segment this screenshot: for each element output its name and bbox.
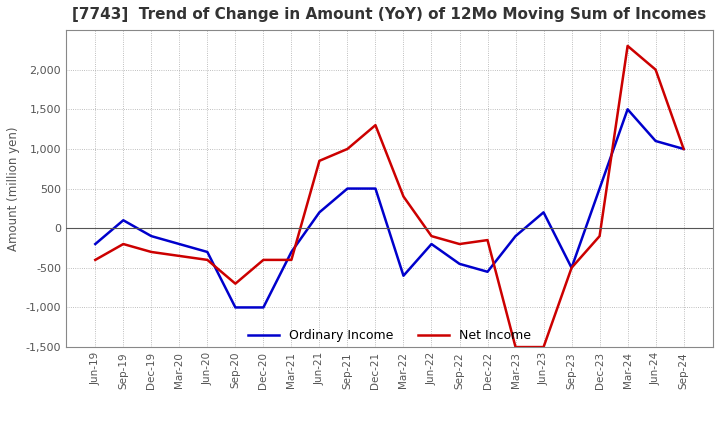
Ordinary Income bbox=[371, 186, 379, 191]
Ordinary Income bbox=[315, 210, 324, 215]
Net Income bbox=[567, 265, 576, 271]
Line: Net Income: Net Income bbox=[95, 46, 683, 347]
Ordinary Income bbox=[539, 210, 548, 215]
Ordinary Income bbox=[287, 249, 296, 255]
Ordinary Income bbox=[343, 186, 352, 191]
Ordinary Income bbox=[595, 186, 604, 191]
Net Income bbox=[399, 194, 408, 199]
Net Income bbox=[175, 253, 184, 259]
Ordinary Income bbox=[259, 305, 268, 310]
Net Income bbox=[371, 122, 379, 128]
Net Income bbox=[91, 257, 99, 263]
Ordinary Income bbox=[203, 249, 212, 255]
Net Income bbox=[203, 257, 212, 263]
Net Income bbox=[259, 257, 268, 263]
Net Income bbox=[511, 345, 520, 350]
Net Income bbox=[315, 158, 324, 164]
Net Income bbox=[343, 146, 352, 151]
Net Income bbox=[287, 257, 296, 263]
Net Income bbox=[119, 242, 127, 247]
Net Income bbox=[455, 242, 464, 247]
Ordinary Income bbox=[511, 234, 520, 239]
Net Income bbox=[652, 67, 660, 72]
Net Income bbox=[483, 238, 492, 243]
Line: Ordinary Income: Ordinary Income bbox=[95, 109, 683, 308]
Ordinary Income bbox=[427, 242, 436, 247]
Net Income bbox=[147, 249, 156, 255]
Net Income bbox=[679, 146, 688, 151]
Ordinary Income bbox=[399, 273, 408, 279]
Ordinary Income bbox=[679, 146, 688, 151]
Ordinary Income bbox=[91, 242, 99, 247]
Ordinary Income bbox=[652, 138, 660, 143]
Net Income bbox=[595, 234, 604, 239]
Ordinary Income bbox=[567, 265, 576, 271]
Net Income bbox=[539, 345, 548, 350]
Ordinary Income bbox=[175, 242, 184, 247]
Net Income bbox=[427, 234, 436, 239]
Net Income bbox=[231, 281, 240, 286]
Ordinary Income bbox=[483, 269, 492, 275]
Ordinary Income bbox=[119, 218, 127, 223]
Net Income bbox=[624, 43, 632, 48]
Ordinary Income bbox=[231, 305, 240, 310]
Ordinary Income bbox=[455, 261, 464, 267]
Ordinary Income bbox=[624, 106, 632, 112]
Title: [7743]  Trend of Change in Amount (YoY) of 12Mo Moving Sum of Incomes: [7743] Trend of Change in Amount (YoY) o… bbox=[72, 7, 706, 22]
Y-axis label: Amount (million yen): Amount (million yen) bbox=[7, 126, 20, 251]
Ordinary Income bbox=[147, 234, 156, 239]
Legend: Ordinary Income, Net Income: Ordinary Income, Net Income bbox=[243, 324, 536, 347]
